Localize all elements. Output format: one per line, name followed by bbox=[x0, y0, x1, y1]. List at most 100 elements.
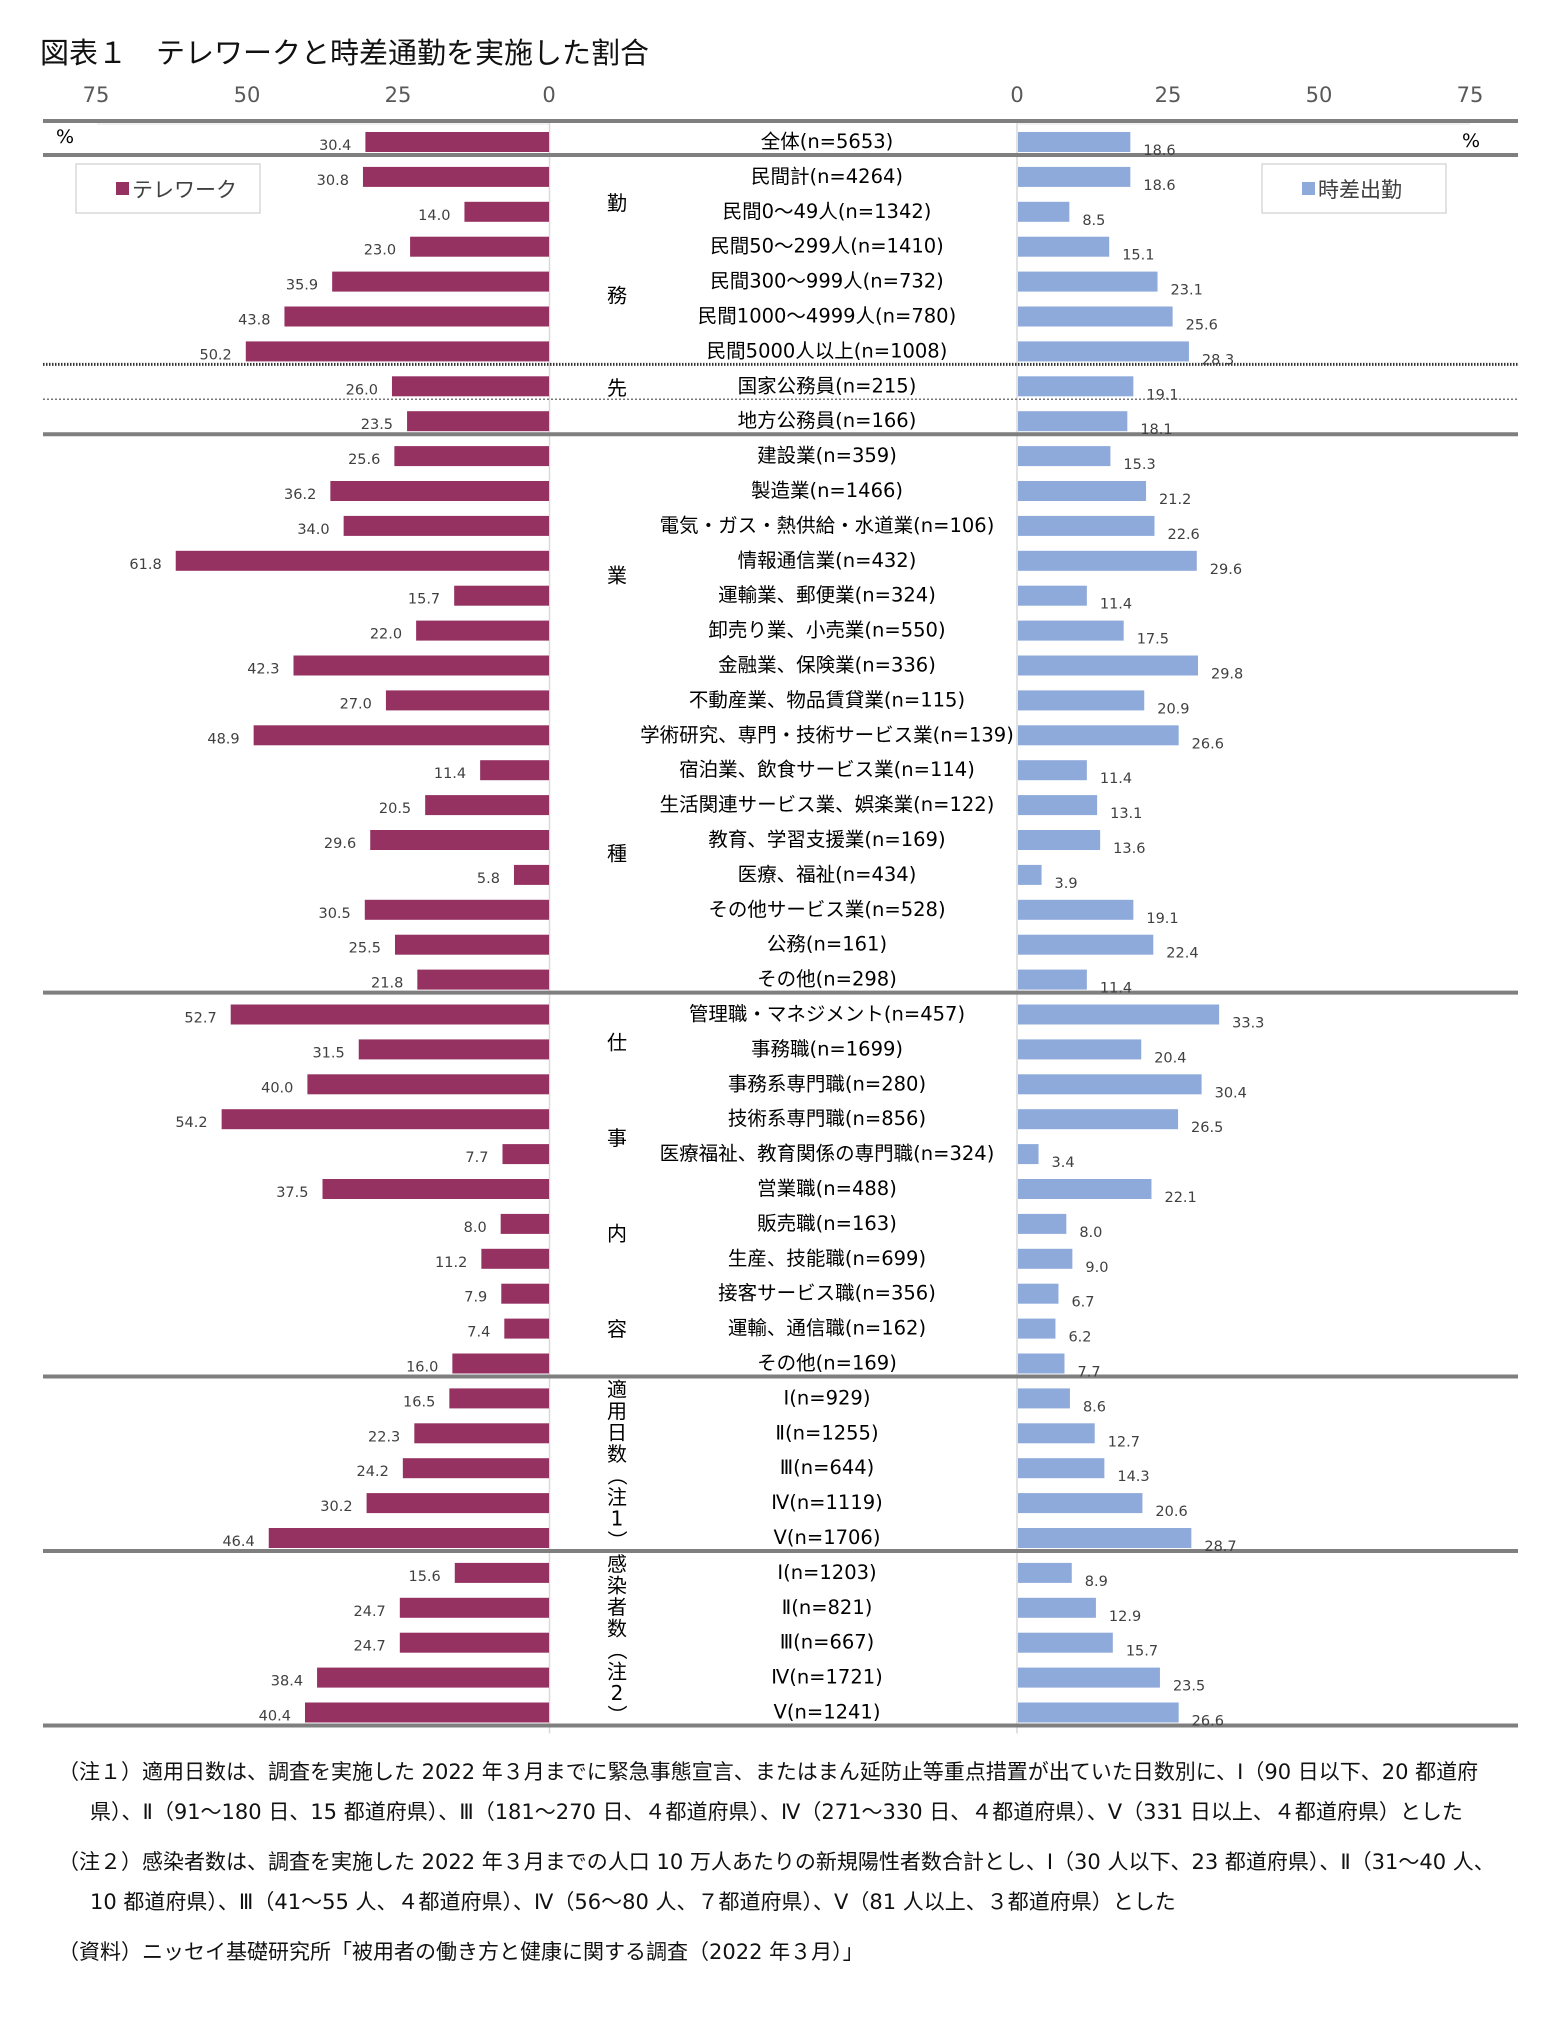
value-label-telework: 15.6 bbox=[408, 1569, 440, 1585]
category-label: 民間300～999人(n=732) bbox=[710, 270, 944, 293]
bar-telework bbox=[504, 1318, 549, 1339]
value-label-staggered-commute: 33.3 bbox=[1232, 1016, 1264, 1032]
bar-telework bbox=[449, 1388, 549, 1409]
value-label-telework: 24.7 bbox=[354, 1604, 386, 1620]
value-label-telework: 21.8 bbox=[371, 976, 403, 992]
bar-telework bbox=[330, 481, 549, 501]
category-label: 運輸、通信職(n=162) bbox=[728, 1317, 926, 1340]
legend-label: 時差出勤 bbox=[1318, 178, 1402, 202]
section-char: 注 bbox=[607, 1485, 627, 1509]
value-label-telework: 14.0 bbox=[418, 208, 450, 224]
bar-staggered-commute bbox=[1018, 1318, 1056, 1339]
category-label: 営業職(n=488) bbox=[757, 1177, 897, 1200]
bar-telework bbox=[304, 1702, 549, 1723]
legend-swatch bbox=[116, 182, 129, 195]
legend-swatch bbox=[1302, 182, 1315, 195]
value-label-staggered-commute: 22.1 bbox=[1164, 1190, 1196, 1206]
section-char: 感 bbox=[607, 1552, 627, 1576]
legend-telework: テレワーク bbox=[75, 163, 261, 214]
bar-telework bbox=[245, 341, 550, 362]
value-label-staggered-commute: 8.6 bbox=[1083, 1399, 1106, 1415]
bar-telework bbox=[454, 1562, 549, 1583]
section-char: 先 bbox=[607, 376, 627, 400]
bar-staggered-commute bbox=[1018, 690, 1145, 711]
bar-telework bbox=[416, 620, 549, 641]
category-labels: 全体(n=5653) 民間計(n=4264) 民間0～49人(n=1342) 民間50… bbox=[640, 130, 1014, 1724]
value-label-telework: 7.9 bbox=[464, 1290, 487, 1306]
bar-telework bbox=[464, 201, 549, 222]
separator-lines bbox=[43, 119, 1518, 1734]
bar-staggered-commute bbox=[1018, 1074, 1202, 1095]
category-label: Ⅲ(n=644) bbox=[780, 1456, 875, 1479]
legend: テレワーク 時差出勤 bbox=[75, 163, 1447, 214]
section-char: 内 bbox=[607, 1221, 627, 1245]
value-label-telework: 34.0 bbox=[297, 522, 329, 538]
bar-telework bbox=[481, 1248, 549, 1269]
bar-staggered-commute bbox=[1018, 515, 1155, 536]
category-label: その他(n=298) bbox=[757, 968, 897, 991]
bar-staggered-commute bbox=[1018, 1004, 1220, 1025]
bar-staggered-commute bbox=[1018, 550, 1197, 571]
category-label: 公務(n=161) bbox=[767, 933, 887, 956]
value-label-telework: 16.5 bbox=[403, 1394, 435, 1410]
section-char: 適 bbox=[607, 1377, 627, 1401]
value-label-telework: 29.6 bbox=[324, 836, 356, 852]
value-label-telework: 24.7 bbox=[354, 1639, 386, 1655]
category-label: 建設業(n=359) bbox=[757, 444, 897, 467]
bar-staggered-commute bbox=[1018, 760, 1087, 781]
category-label: 国家公務員(n=215) bbox=[738, 374, 917, 397]
bar-telework bbox=[362, 166, 549, 187]
value-label-staggered-commute: 3.9 bbox=[1055, 876, 1078, 892]
bar-telework bbox=[366, 1493, 549, 1514]
value-label-staggered-commute: 23.1 bbox=[1171, 283, 1203, 299]
bar-telework bbox=[414, 1423, 549, 1444]
tick-left-25: 25 bbox=[385, 83, 412, 107]
bar-telework bbox=[513, 864, 549, 885]
bar-telework bbox=[253, 725, 550, 746]
value-label-telework: 40.0 bbox=[261, 1080, 293, 1096]
value-label-telework: 46.4 bbox=[222, 1534, 254, 1550]
category-label: Ⅲ(n=667) bbox=[780, 1631, 875, 1654]
category-label: 電気・ガス・熱供給・水道業(n=106) bbox=[660, 514, 995, 537]
category-label: 教育、学習支援業(n=169) bbox=[708, 828, 945, 851]
section-char: 数 bbox=[607, 1616, 627, 1640]
bar-staggered-commute bbox=[1018, 1388, 1070, 1409]
category-label: Ⅱ(n=1255) bbox=[775, 1421, 878, 1444]
bar-staggered-commute bbox=[1018, 236, 1110, 257]
bar-telework bbox=[500, 1213, 549, 1234]
category-label: 宿泊業、飲食サービス業(n=114) bbox=[679, 758, 975, 781]
source-note: （資料）ニッセイ基礎研究所「被用者の働き方と健康に関する調査（2022 年３月）… bbox=[58, 1940, 864, 1964]
value-label-telework: 25.5 bbox=[349, 941, 381, 957]
value-label-staggered-commute: 28.7 bbox=[1204, 1539, 1236, 1555]
bar-telework bbox=[480, 760, 549, 781]
value-label-staggered-commute: 13.1 bbox=[1110, 806, 1142, 822]
bar-staggered-commute bbox=[1018, 341, 1189, 362]
value-label-telework: 37.5 bbox=[276, 1185, 308, 1201]
bar-telework bbox=[370, 830, 549, 850]
section-char: 用 bbox=[607, 1399, 627, 1423]
bar-staggered-commute bbox=[1018, 411, 1128, 432]
section-label-1: 勤務先 bbox=[607, 191, 627, 400]
section-label-5: 感染者数（注2） bbox=[605, 1552, 629, 1725]
bar-staggered-commute bbox=[1018, 1528, 1192, 1548]
tick-left-50: 50 bbox=[234, 83, 261, 107]
category-label: Ⅰ(n=1203) bbox=[777, 1561, 876, 1584]
category-label: 事務系専門職(n=280) bbox=[728, 1072, 926, 1095]
value-label-staggered-commute: 20.6 bbox=[1155, 1504, 1187, 1520]
value-label-staggered-commute: 26.6 bbox=[1192, 1714, 1224, 1730]
bar-staggered-commute bbox=[1018, 271, 1158, 292]
value-label-staggered-commute: 11.4 bbox=[1100, 597, 1132, 613]
bar-staggered-commute bbox=[1018, 795, 1098, 816]
value-label-telework: 23.5 bbox=[361, 417, 393, 433]
category-label: 製造業(n=1466) bbox=[751, 479, 903, 502]
category-label: Ⅱ(n=821) bbox=[782, 1596, 873, 1619]
value-label-telework: 5.8 bbox=[477, 871, 500, 887]
value-label-telework: 40.4 bbox=[259, 1709, 291, 1725]
value-label-telework: 23.0 bbox=[364, 243, 396, 259]
bar-telework bbox=[452, 1353, 549, 1374]
section-char: ） bbox=[605, 1530, 629, 1550]
category-label: その他(n=169) bbox=[757, 1352, 897, 1375]
value-label-telework: 30.4 bbox=[319, 138, 351, 154]
bar-telework bbox=[322, 1179, 549, 1199]
